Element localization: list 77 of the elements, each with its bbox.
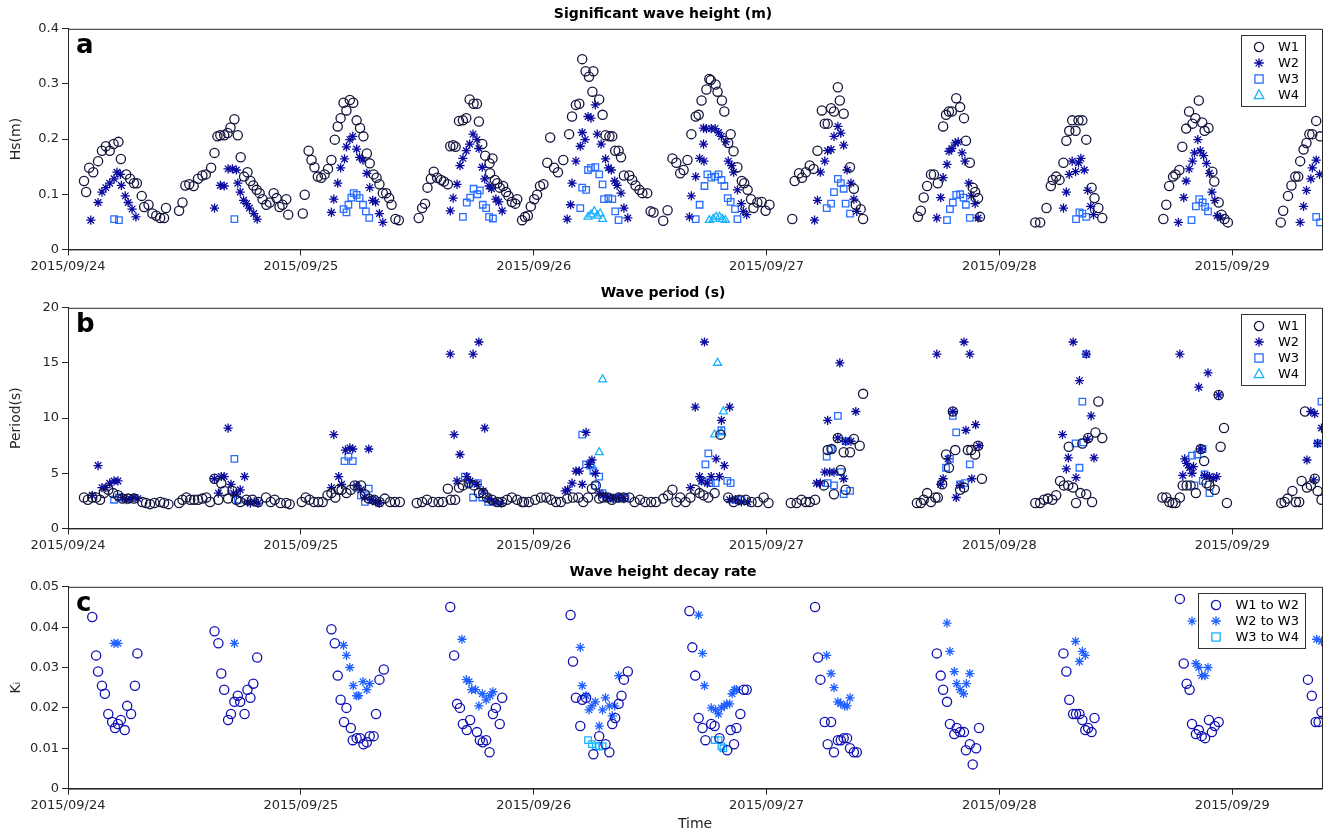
legend-label: W4	[1277, 87, 1299, 103]
point	[595, 208, 605, 217]
x-tick-label: 2015/09/27	[729, 536, 805, 552]
x-tick-label: 2015/09/26	[496, 536, 572, 552]
point	[588, 740, 596, 749]
point	[598, 742, 607, 751]
point	[595, 742, 604, 751]
y-tick-label: 20	[42, 299, 59, 315]
x-tick-label: 2015/09/25	[263, 796, 339, 812]
point	[714, 736, 723, 745]
y-tick-label: 0.02	[30, 699, 59, 715]
chart-title: Wave period (s)	[600, 284, 726, 301]
y-tick-label: 0.1	[38, 185, 59, 201]
point	[591, 742, 600, 751]
y-axis-title: Period(s)	[7, 387, 24, 450]
legend-label: W3	[1277, 350, 1299, 366]
point	[714, 211, 725, 220]
legend-label: W1 to W2	[1235, 597, 1299, 613]
x-tick-label: 2015/09/24	[30, 536, 106, 552]
x-tick-label: 2015/09/29	[1194, 257, 1270, 273]
x-tick-label: 2015/09/24	[30, 796, 106, 812]
y-axis-title: Kᵢ	[7, 681, 24, 694]
x-tick-label: 2015/09/29	[1194, 536, 1270, 552]
point	[712, 357, 723, 366]
legend-label: W1	[1277, 39, 1299, 55]
legend-label: W3 to W4	[1235, 629, 1299, 645]
x-tick-label: 2015/09/27	[729, 257, 805, 273]
x-tick-label: 2015/09/28	[961, 536, 1037, 552]
point	[710, 429, 720, 438]
point	[711, 211, 721, 220]
y-tick-label: 10	[42, 409, 59, 425]
annotation: b	[76, 307, 95, 338]
point	[710, 736, 719, 745]
y-tick-label: 0	[50, 519, 59, 535]
y-tick-label: 5	[50, 464, 59, 480]
x-tick-label: 2015/09/28	[961, 257, 1037, 273]
x-tick-label: 2015/09/25	[263, 257, 339, 273]
annotation: a	[76, 28, 94, 59]
point	[586, 209, 596, 218]
x-tick-label: 2015/09/25	[263, 536, 339, 552]
point	[704, 214, 714, 224]
legend-label: W4	[1277, 366, 1299, 382]
y-tick-label: 15	[42, 354, 59, 370]
y-tick-label: 0.3	[38, 75, 59, 91]
y-tick-label: 0	[50, 779, 59, 795]
legend-label: W2 to W3	[1235, 613, 1299, 629]
y-tick-label: 0.2	[38, 130, 59, 146]
x-tick-label: 2015/09/26	[496, 796, 572, 812]
chart-title: Wave height decay rate	[569, 563, 757, 580]
x-tick-label: 2015/09/26	[496, 257, 572, 273]
chart-title: Significant wave height (m)	[553, 5, 773, 22]
point	[597, 213, 608, 223]
y-axis-title: Hs(m)	[7, 117, 24, 161]
legend-label: W2	[1277, 55, 1299, 71]
point	[594, 447, 604, 456]
legend-label: W3	[1277, 71, 1299, 87]
x-tick-label: 2015/09/28	[961, 796, 1037, 812]
y-tick-label: 0.01	[30, 739, 59, 755]
y-tick-label: 0.4	[38, 20, 59, 36]
point	[592, 210, 602, 219]
y-tick-label: 0.05	[30, 578, 59, 594]
x-tick-label: 2015/09/29	[1194, 796, 1270, 812]
y-tick-label: 0.03	[30, 658, 59, 674]
point	[597, 374, 608, 383]
legend-label: W1	[1277, 318, 1299, 334]
point	[589, 206, 599, 215]
point	[708, 213, 718, 223]
point	[583, 211, 593, 220]
annotation: c	[76, 586, 92, 617]
point	[718, 406, 729, 415]
y-tick-label: 0	[50, 240, 59, 256]
x-tick-label: 2015/09/24	[30, 257, 106, 273]
point	[584, 736, 592, 745]
x-axis-title: Time	[676, 815, 713, 832]
legend-label: W2	[1277, 334, 1299, 350]
x-tick-label: 2015/09/27	[729, 796, 805, 812]
y-tick-label: 0.04	[30, 618, 59, 634]
